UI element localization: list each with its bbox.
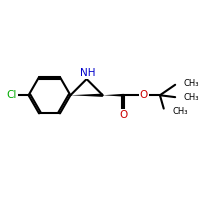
Text: CH₃: CH₃ <box>184 93 199 102</box>
Polygon shape <box>70 94 103 97</box>
Text: CH₃: CH₃ <box>184 79 199 88</box>
Text: CH₃: CH₃ <box>172 107 188 116</box>
Polygon shape <box>103 94 124 97</box>
Text: Cl: Cl <box>6 90 17 100</box>
Text: O: O <box>120 110 128 120</box>
Text: O: O <box>140 90 148 100</box>
Text: NH: NH <box>80 68 95 78</box>
